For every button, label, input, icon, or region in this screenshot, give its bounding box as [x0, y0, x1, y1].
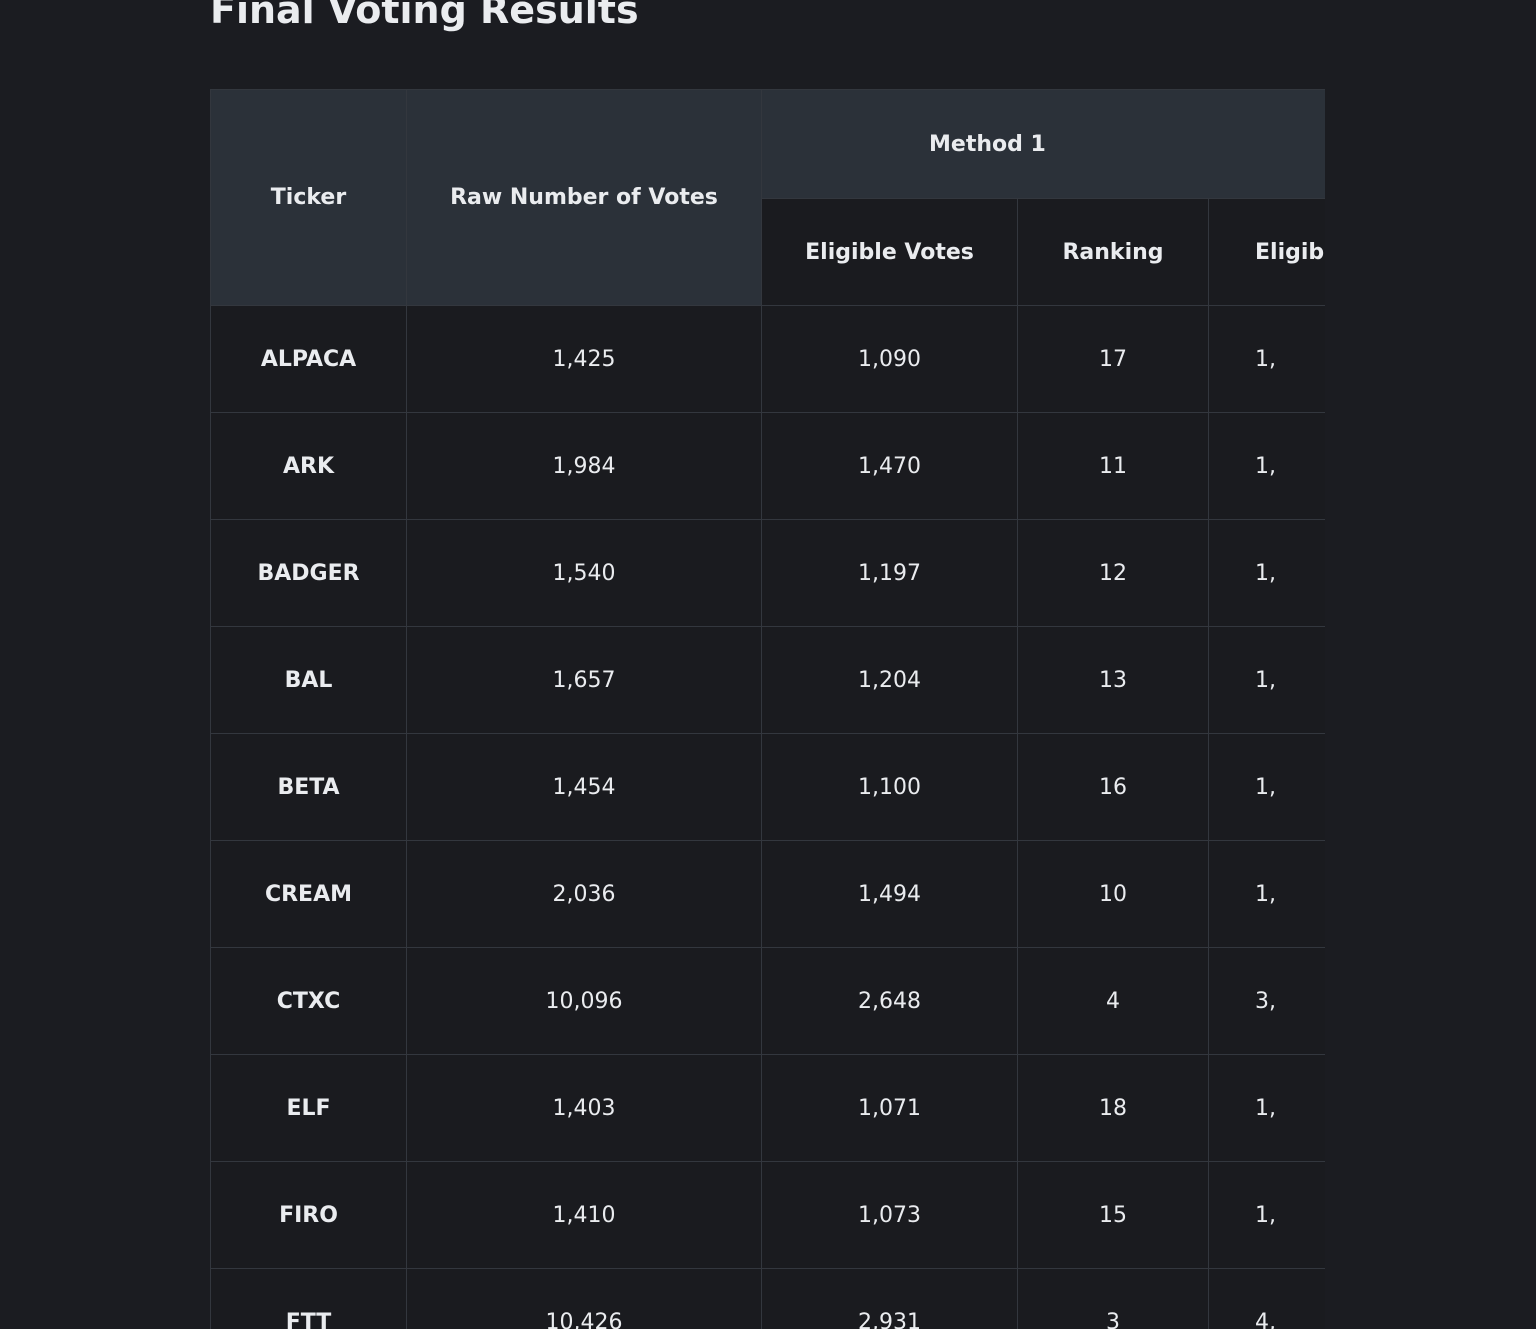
value-cell: 1, [1209, 1055, 1326, 1162]
ticker-cell: ELF [211, 1055, 407, 1162]
value-cell: 10,096 [407, 948, 762, 1055]
header-cell: Eligible Votes [762, 199, 1018, 306]
value-cell: 1, [1209, 1162, 1326, 1269]
ticker-cell: BAL [211, 627, 407, 734]
value-cell: 1, [1209, 627, 1326, 734]
value-cell: 18 [1018, 1055, 1209, 1162]
value-cell: 12 [1018, 520, 1209, 627]
value-cell: 1,204 [762, 627, 1018, 734]
value-cell: 1,410 [407, 1162, 762, 1269]
value-cell: 15 [1018, 1162, 1209, 1269]
value-cell: 10 [1018, 841, 1209, 948]
value-cell: 1,071 [762, 1055, 1018, 1162]
header-row: Ticker Raw Number of Votes Method 1 [211, 90, 1326, 199]
value-cell: 1,454 [407, 734, 762, 841]
value-cell: 1,984 [407, 413, 762, 520]
value-cell: 4, [1209, 1269, 1326, 1329]
header-cell: Eligibl [1209, 199, 1326, 306]
value-cell: 1,540 [407, 520, 762, 627]
value-cell: 13 [1018, 627, 1209, 734]
value-cell: 11 [1018, 413, 1209, 520]
value-cell: 3 [1018, 1269, 1209, 1329]
table-container: Ticker Raw Number of Votes Method 1 Elig… [210, 89, 1325, 1329]
ticker-cell: CREAM [211, 841, 407, 948]
ticker-cell: ARK [211, 413, 407, 520]
value-cell: 1,470 [762, 413, 1018, 520]
ticker-cell: BADGER [211, 520, 407, 627]
value-cell: 1,197 [762, 520, 1018, 627]
value-cell: 1, [1209, 413, 1326, 520]
header-group: Method 1 [762, 90, 1326, 199]
value-cell: 4 [1018, 948, 1209, 1055]
value-cell: 1,073 [762, 1162, 1018, 1269]
value-cell: 16 [1018, 734, 1209, 841]
ticker-cell: BETA [211, 734, 407, 841]
value-cell: 17 [1018, 306, 1209, 413]
value-cell: 1, [1209, 306, 1326, 413]
ticker-cell: ALPACA [211, 306, 407, 413]
value-cell: 1, [1209, 520, 1326, 627]
header-cell: Raw Number of Votes [407, 90, 762, 306]
value-cell: 2,036 [407, 841, 762, 948]
results-table: Ticker Raw Number of Votes Method 1 Elig… [210, 89, 1325, 1329]
value-cell: 1,403 [407, 1055, 762, 1162]
value-cell: 2,648 [762, 948, 1018, 1055]
page-title: Final Voting Results [210, 0, 639, 32]
value-cell: 1, [1209, 734, 1326, 841]
value-cell: 3, [1209, 948, 1326, 1055]
value-cell: 1,425 [407, 306, 762, 413]
header-cell: Ticker [211, 90, 407, 306]
value-cell: 1,090 [762, 306, 1018, 413]
header-cell: Ranking [1018, 199, 1209, 306]
value-cell: 10,426 [407, 1269, 762, 1329]
value-cell: 2,931 [762, 1269, 1018, 1329]
value-cell: 1,657 [407, 627, 762, 734]
value-cell: 1, [1209, 841, 1326, 948]
value-cell: 1,100 [762, 734, 1018, 841]
value-cell: 1,494 [762, 841, 1018, 948]
ticker-cell: FTT [211, 1269, 407, 1329]
ticker-cell: CTXC [211, 948, 407, 1055]
ticker-cell: FIRO [211, 1162, 407, 1269]
